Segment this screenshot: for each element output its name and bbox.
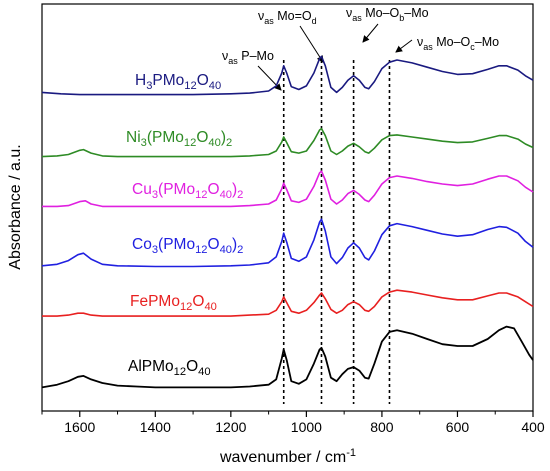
x-tick-label-1: 1400 (140, 419, 171, 435)
series-label-2: Cu3(PMo12O40)2 (132, 181, 243, 201)
reference-arrow-3 (395, 39, 413, 53)
reference-label-0: νas P–Mo (222, 49, 274, 66)
reference-label-2: νas Mo–Ob–Mo (346, 6, 429, 23)
series-group: H3PMo12O40 Ni3(PMo12O40)2 Cu3(PMo12O40)2 Co… (41, 55, 534, 389)
series-label-5: AlPMo12O40 (128, 358, 211, 378)
reference-lines: νas P–Mo νas Mo=Od νas Mo–Ob–Mo νas Mo–Oc–M… (222, 6, 499, 404)
series-line-3 (41, 218, 534, 268)
series-label-0: H3PMo12O40 (135, 72, 221, 92)
series-label-4: FePMo12O40 (130, 293, 217, 313)
reference-arrow-1 (299, 25, 324, 63)
plot-frame (41, 3, 534, 412)
series-line-0 (41, 55, 534, 96)
x-tick-label-6: 400 (521, 419, 545, 435)
series-line-4 (42, 289, 534, 317)
series-line-2 (42, 170, 534, 208)
x-axis-label: wavenumber / cm-1 (219, 447, 356, 466)
series-line-1 (41, 127, 534, 158)
reference-label-1: νas Mo=Od (258, 9, 317, 26)
x-tick-label-2: 1200 (215, 419, 246, 435)
series-line-5 (41, 325, 534, 389)
series-label-3: Co3(PMo12O40)2 (132, 236, 243, 256)
y-axis-label: Absorbance / a.u. (7, 144, 24, 269)
series-label-1: Ni3(PMo12O40)2 (126, 129, 232, 149)
x-tick-label-4: 800 (370, 419, 394, 435)
reference-label-3: νas Mo–Oc–Mo (417, 35, 499, 52)
reference-arrow-2 (362, 23, 379, 43)
x-axis-ticks: 1600 1400 1200 1000 800 600 400 (41, 411, 545, 435)
x-tick-label-3: 1000 (291, 419, 322, 435)
reference-arrow-0 (257, 65, 282, 91)
x-tick-label-5: 600 (446, 419, 470, 435)
x-tick-label-0: 1600 (64, 419, 95, 435)
